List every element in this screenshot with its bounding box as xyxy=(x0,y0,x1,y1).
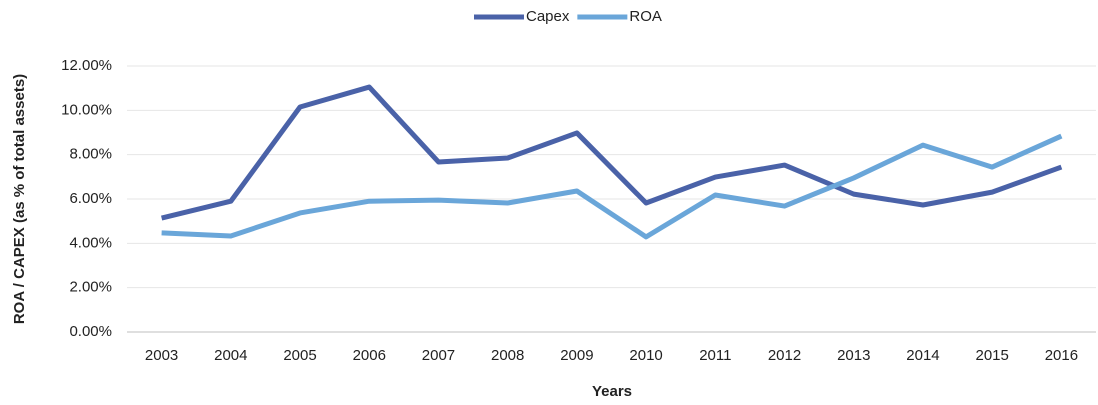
y-tick-label: 8.00% xyxy=(69,146,112,163)
x-tick-label: 2015 xyxy=(975,347,1008,364)
y-tick-label: 10.00% xyxy=(61,101,112,118)
x-tick-label: 2011 xyxy=(699,347,731,364)
x-tick-label: 2013 xyxy=(837,347,870,364)
x-tick-label: 2009 xyxy=(560,347,593,364)
x-tick-label: 2003 xyxy=(145,347,178,364)
y-tick-label: 2.00% xyxy=(69,279,112,296)
x-tick-label: 2012 xyxy=(768,347,801,364)
x-tick-label: 2010 xyxy=(629,347,662,364)
x-axis-label: Years xyxy=(592,383,632,400)
y-tick-label: 0.00% xyxy=(69,323,112,340)
x-tick-label: 2016 xyxy=(1045,347,1078,364)
x-tick-label: 2004 xyxy=(214,347,247,364)
y-axis-label: ROA / CAPEX (as % of total assets) xyxy=(11,74,28,324)
legend-label: ROA xyxy=(629,8,662,25)
y-tick-label: 6.00% xyxy=(69,190,112,207)
series-line xyxy=(161,84,1063,221)
series-line xyxy=(161,133,1063,240)
x-tick-label: 2007 xyxy=(422,347,455,364)
x-tick-label: 2014 xyxy=(906,347,939,364)
legend-label: Capex xyxy=(526,8,570,25)
y-tick-label: 12.00% xyxy=(61,57,112,74)
x-tick-label: 2005 xyxy=(283,347,316,364)
x-tick-label: 2006 xyxy=(353,347,386,364)
y-tick-label: 4.00% xyxy=(69,234,112,251)
x-tick-label: 2008 xyxy=(491,347,524,364)
